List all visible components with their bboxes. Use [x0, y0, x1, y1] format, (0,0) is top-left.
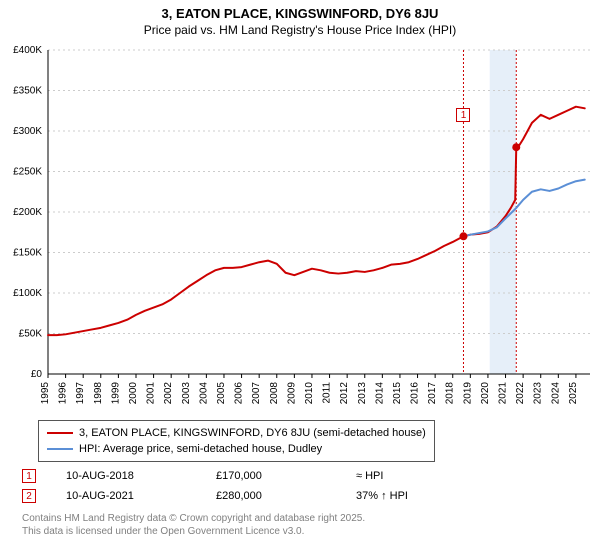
svg-text:£0: £0	[31, 369, 43, 380]
price-chart: £0 £50K £100K £150K £200K £250K £300K £350K £400…	[0, 44, 600, 414]
svg-text:2013: 2013	[357, 382, 368, 405]
legend-label-hpi: HPI: Average price, semi-detached house,…	[79, 441, 322, 457]
svg-text:2008: 2008	[269, 382, 280, 405]
legend: 3, EATON PLACE, KINGSWINFORD, DY6 8JU (s…	[38, 420, 435, 462]
svg-text:£200K: £200K	[13, 207, 42, 218]
svg-text:2017: 2017	[427, 382, 438, 405]
svg-text:2018: 2018	[445, 382, 456, 405]
footer-line1: Contains HM Land Registry data © Crown c…	[22, 512, 365, 525]
sale-date: 10-AUG-2018	[66, 470, 216, 482]
sale-point-marker-1: 1	[456, 108, 470, 122]
svg-text:2000: 2000	[128, 382, 139, 405]
sale-relative: 37% ↑ HPI	[356, 490, 476, 502]
footer-line2: This data is licensed under the Open Gov…	[22, 525, 365, 538]
svg-text:2014: 2014	[374, 382, 385, 405]
svg-text:2011: 2011	[322, 382, 333, 404]
svg-text:£150K: £150K	[13, 248, 42, 259]
legend-swatch-hpi	[47, 448, 73, 450]
svg-text:2003: 2003	[181, 382, 192, 405]
legend-item-hpi: HPI: Average price, semi-detached house,…	[47, 441, 426, 457]
svg-text:2022: 2022	[515, 382, 526, 405]
svg-text:£400K: £400K	[13, 45, 42, 56]
legend-swatch-property	[47, 432, 73, 434]
svg-text:2021: 2021	[498, 382, 509, 405]
sale-price: £280,000	[216, 490, 356, 502]
sales-table: 1 10-AUG-2018 £170,000 ≈ HPI 2 10-AUG-20…	[22, 466, 476, 506]
title-line2: Price paid vs. HM Land Registry's House …	[0, 23, 600, 37]
svg-text:2012: 2012	[339, 382, 350, 405]
svg-text:1995: 1995	[40, 382, 51, 405]
svg-text:2007: 2007	[251, 382, 262, 405]
svg-text:2004: 2004	[198, 382, 209, 405]
chart-title-block: 3, EATON PLACE, KINGSWINFORD, DY6 8JU Pr…	[0, 0, 600, 37]
footer-attribution: Contains HM Land Registry data © Crown c…	[22, 512, 365, 538]
sale-price: £170,000	[216, 470, 356, 482]
svg-text:2010: 2010	[304, 382, 315, 405]
svg-text:2019: 2019	[462, 382, 473, 405]
title-line1: 3, EATON PLACE, KINGSWINFORD, DY6 8JU	[0, 6, 600, 21]
svg-text:2020: 2020	[480, 382, 491, 405]
sale-row: 1 10-AUG-2018 £170,000 ≈ HPI	[22, 466, 476, 486]
svg-text:2001: 2001	[146, 382, 157, 405]
legend-item-property: 3, EATON PLACE, KINGSWINFORD, DY6 8JU (s…	[47, 425, 426, 441]
svg-text:2015: 2015	[392, 382, 403, 405]
svg-text:2009: 2009	[286, 382, 297, 405]
svg-text:£50K: £50K	[19, 329, 43, 340]
sale-marker-1: 1	[22, 469, 36, 483]
svg-text:1999: 1999	[110, 382, 121, 405]
svg-text:2023: 2023	[533, 382, 544, 405]
svg-text:2024: 2024	[550, 382, 561, 405]
svg-text:£250K: £250K	[13, 167, 42, 178]
svg-text:2002: 2002	[163, 382, 174, 405]
svg-text:£300K: £300K	[13, 126, 42, 137]
svg-text:2005: 2005	[216, 382, 227, 405]
sale-marker-2: 2	[22, 489, 36, 503]
legend-label-property: 3, EATON PLACE, KINGSWINFORD, DY6 8JU (s…	[79, 425, 426, 441]
svg-text:1997: 1997	[75, 382, 86, 405]
svg-text:1998: 1998	[93, 382, 104, 405]
sale-date: 10-AUG-2021	[66, 490, 216, 502]
sale-row: 2 10-AUG-2021 £280,000 37% ↑ HPI	[22, 486, 476, 506]
svg-text:£350K: £350K	[13, 86, 42, 97]
sale-relative: ≈ HPI	[356, 470, 476, 482]
svg-text:1996: 1996	[58, 382, 69, 405]
svg-text:£100K: £100K	[13, 288, 42, 299]
svg-text:2016: 2016	[410, 382, 421, 405]
svg-text:2025: 2025	[568, 382, 579, 405]
svg-text:2006: 2006	[234, 382, 245, 405]
